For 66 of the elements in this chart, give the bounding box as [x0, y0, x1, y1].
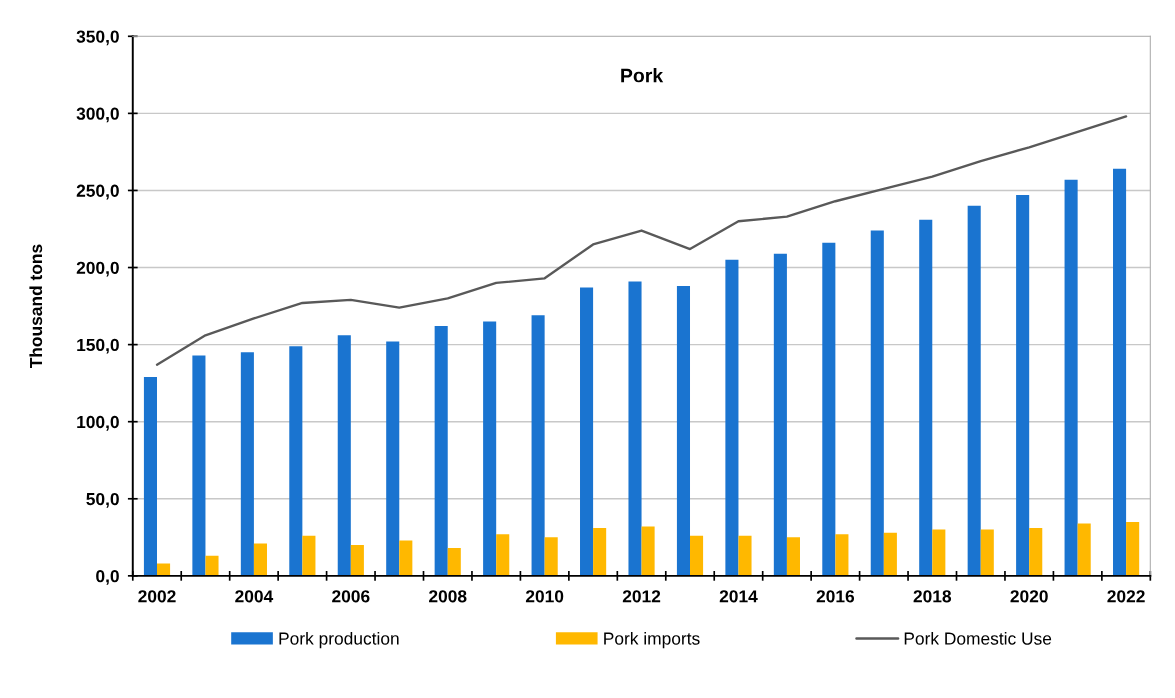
- bar: [835, 534, 849, 576]
- bar: [544, 537, 558, 576]
- bar: [434, 326, 448, 576]
- legend-label: Pork production: [279, 631, 399, 649]
- bar: [1077, 523, 1091, 576]
- y-tick-label: 0,0: [96, 570, 119, 585]
- bar: [932, 529, 946, 576]
- x-tick-label: 2016: [816, 590, 855, 603]
- y-tick-label: 200,0: [76, 261, 119, 277]
- bar: [1126, 521, 1140, 576]
- bar: [580, 287, 594, 576]
- bar: [496, 534, 510, 576]
- y-axis-title: Thousand tons: [29, 244, 43, 369]
- bar: [980, 529, 994, 576]
- bar: [302, 535, 316, 576]
- bar: [447, 548, 461, 576]
- bar: [399, 540, 413, 576]
- bar: [870, 230, 884, 576]
- y-tick-label: 250,0: [76, 184, 119, 200]
- bar: [253, 543, 267, 576]
- bar: [773, 253, 787, 576]
- bar: [690, 535, 704, 576]
- bar: [337, 335, 351, 576]
- legend-label: Pork imports: [604, 631, 700, 649]
- x-tick-label: 2020: [1010, 590, 1048, 603]
- legend-label: Pork Domestic Use: [904, 631, 1052, 645]
- bar: [386, 341, 400, 576]
- bar: [1064, 179, 1078, 576]
- bar: [1016, 195, 1030, 576]
- bar: [350, 545, 364, 576]
- bar: [967, 205, 981, 576]
- bar: [628, 281, 642, 576]
- x-tick-label: 2012: [622, 590, 661, 603]
- x-tick-label: 2004: [235, 590, 274, 603]
- line-series: [155, 115, 1128, 366]
- bar: [676, 286, 690, 576]
- bar: [192, 355, 206, 576]
- bar: [143, 376, 157, 576]
- bar: [919, 219, 933, 576]
- x-tick-label: 2018: [913, 590, 952, 603]
- bar: [641, 526, 655, 576]
- x-tick-label: 2022: [1107, 590, 1145, 603]
- bar: [483, 321, 497, 576]
- bar: [725, 259, 739, 576]
- bar: [240, 352, 254, 576]
- y-tick-label: 100,0: [77, 415, 119, 431]
- x-tick-label: 2006: [332, 590, 370, 603]
- bar: [786, 537, 800, 576]
- bar: [205, 555, 219, 576]
- bar: [531, 315, 545, 576]
- bar: [1113, 168, 1127, 576]
- x-tick-label: 2002: [138, 590, 176, 603]
- bar: [289, 346, 303, 576]
- bar: [593, 528, 607, 576]
- bar: [1029, 528, 1043, 576]
- bar: [822, 242, 836, 576]
- text: Pork: [621, 68, 664, 83]
- y-tick-label: 350,0: [76, 30, 119, 46]
- y-tick-label: 50,0: [86, 492, 119, 508]
- y-tick-label: 150,0: [77, 338, 119, 354]
- x-tick-label: 2008: [429, 590, 467, 603]
- bar: [738, 535, 752, 576]
- y-tick-label: 300,0: [76, 107, 119, 123]
- x-tick-label: 2010: [525, 590, 564, 603]
- x-tick-label: 2014: [719, 590, 758, 603]
- bar: [883, 532, 897, 576]
